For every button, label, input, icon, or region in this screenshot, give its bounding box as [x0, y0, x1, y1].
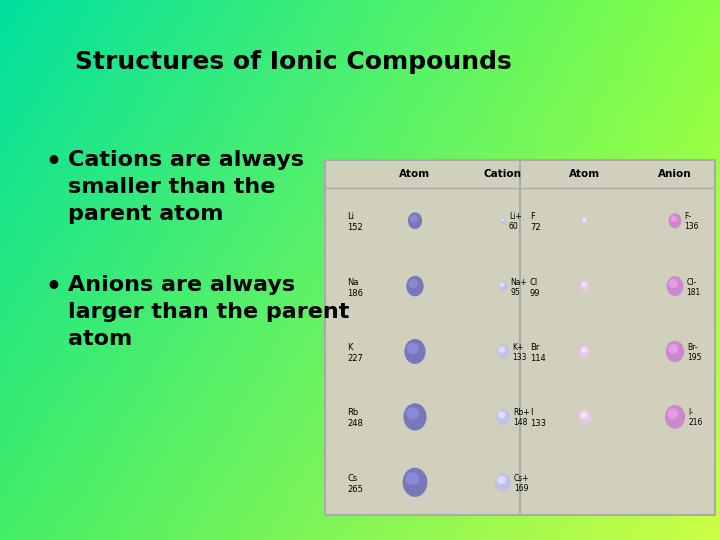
Ellipse shape [665, 405, 685, 429]
Text: Cl: Cl [530, 278, 539, 287]
Text: I-: I- [688, 408, 693, 417]
Ellipse shape [667, 276, 683, 296]
Text: •: • [45, 150, 61, 174]
Text: Li+: Li+ [509, 212, 522, 221]
Text: F-: F- [684, 212, 691, 221]
Ellipse shape [405, 339, 426, 364]
Text: 152: 152 [347, 223, 363, 232]
Text: Br-: Br- [687, 343, 698, 352]
Text: 216: 216 [688, 418, 703, 427]
Text: 186: 186 [347, 288, 363, 298]
Text: Cs+: Cs+ [514, 474, 529, 483]
Text: Na: Na [347, 278, 359, 287]
Ellipse shape [498, 281, 508, 291]
Ellipse shape [666, 341, 684, 362]
Ellipse shape [669, 279, 678, 288]
Text: •: • [45, 275, 61, 299]
Ellipse shape [582, 217, 588, 225]
Text: 195: 195 [687, 353, 701, 362]
Text: Anions are always
larger than the parent
atom: Anions are always larger than the parent… [68, 275, 349, 349]
Text: K+: K+ [512, 343, 523, 352]
Text: 148: 148 [513, 418, 527, 427]
Text: 133: 133 [512, 353, 527, 362]
Text: Atom: Atom [400, 169, 431, 179]
Text: Atom: Atom [570, 169, 600, 179]
Text: K: K [347, 343, 353, 352]
Ellipse shape [580, 412, 588, 418]
Text: 60: 60 [509, 222, 518, 231]
Ellipse shape [579, 409, 591, 424]
Ellipse shape [403, 403, 426, 430]
Ellipse shape [406, 276, 423, 296]
Ellipse shape [581, 347, 587, 353]
FancyBboxPatch shape [325, 160, 715, 515]
Text: Na+: Na+ [510, 278, 527, 287]
Ellipse shape [406, 407, 419, 420]
Text: Cation: Cation [484, 169, 522, 179]
Ellipse shape [408, 279, 418, 288]
Ellipse shape [669, 213, 681, 228]
Ellipse shape [497, 476, 505, 484]
Text: Rb: Rb [347, 408, 359, 417]
Text: Br: Br [530, 343, 539, 352]
Ellipse shape [582, 282, 587, 287]
Ellipse shape [500, 282, 505, 287]
Ellipse shape [410, 215, 418, 222]
Ellipse shape [501, 218, 504, 221]
Text: Cl-: Cl- [686, 278, 697, 287]
Ellipse shape [408, 212, 422, 229]
Ellipse shape [582, 218, 586, 221]
Ellipse shape [670, 215, 678, 222]
Ellipse shape [580, 345, 590, 358]
Ellipse shape [405, 472, 419, 485]
Text: Structures of Ionic Compounds: Structures of Ionic Compounds [75, 50, 512, 74]
Ellipse shape [497, 344, 509, 359]
Ellipse shape [495, 473, 511, 491]
Text: 136: 136 [684, 222, 699, 231]
Ellipse shape [402, 468, 428, 497]
Ellipse shape [498, 346, 505, 353]
Text: Rb+: Rb+ [513, 408, 529, 417]
Text: 265: 265 [347, 485, 363, 494]
Text: Cations are always
smaller than the
parent atom: Cations are always smaller than the pare… [68, 150, 304, 225]
Text: 248: 248 [347, 420, 363, 428]
Text: Li: Li [347, 212, 354, 221]
Ellipse shape [496, 409, 510, 425]
Text: I: I [530, 408, 533, 417]
Text: F: F [530, 212, 535, 221]
Text: 133: 133 [530, 420, 546, 428]
Text: 169: 169 [514, 484, 528, 493]
Text: 95: 95 [510, 288, 520, 296]
Ellipse shape [498, 411, 505, 418]
Ellipse shape [668, 344, 678, 354]
Text: Anion: Anion [658, 169, 692, 179]
Text: 181: 181 [686, 288, 701, 296]
Text: 227: 227 [347, 354, 363, 363]
Text: Cs: Cs [347, 474, 357, 483]
Ellipse shape [500, 218, 506, 224]
Ellipse shape [407, 343, 419, 354]
Text: 114: 114 [530, 354, 546, 363]
Text: 99: 99 [530, 288, 541, 298]
Ellipse shape [667, 409, 678, 419]
Ellipse shape [580, 281, 590, 292]
Text: 72: 72 [530, 223, 541, 232]
